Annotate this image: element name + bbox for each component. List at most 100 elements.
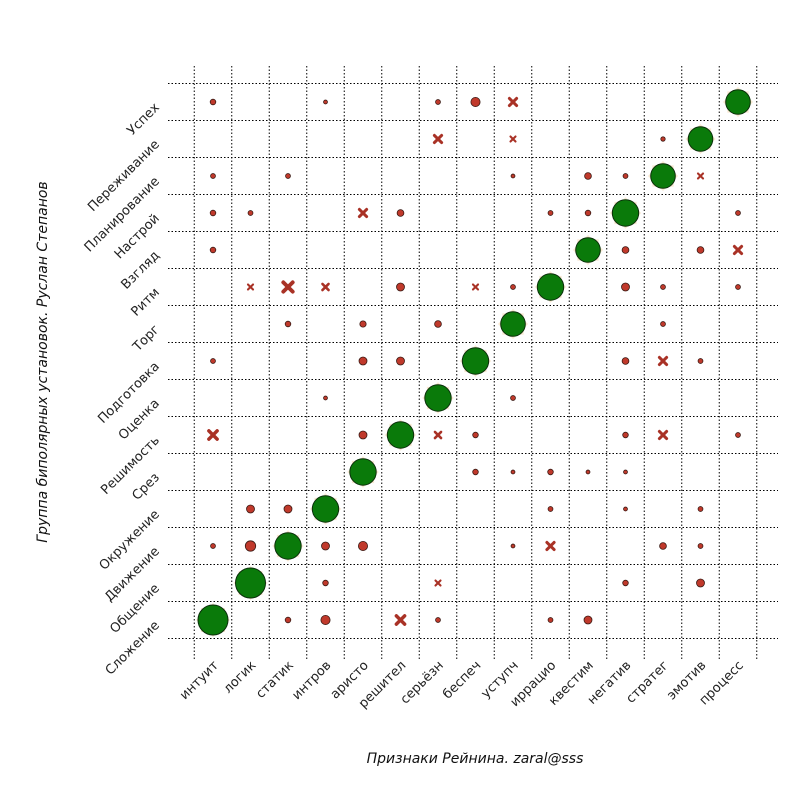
diagonal-point bbox=[461, 347, 490, 375]
data-point bbox=[209, 246, 217, 254]
cross-point bbox=[246, 283, 255, 291]
diagonal-point bbox=[235, 567, 266, 599]
data-point bbox=[435, 617, 441, 623]
data-point bbox=[358, 356, 368, 366]
data-point bbox=[622, 579, 629, 587]
data-point bbox=[547, 210, 554, 216]
cross-point bbox=[471, 283, 480, 291]
x-tick-label: интров bbox=[290, 658, 335, 703]
data-point bbox=[622, 431, 629, 439]
cross-point bbox=[545, 540, 556, 552]
y-tick-label: Ритм bbox=[128, 285, 162, 319]
data-point bbox=[623, 469, 628, 475]
data-point bbox=[244, 540, 257, 552]
x-axis-title: Признаки Рейнина. zaral@sss bbox=[367, 751, 584, 767]
data-point bbox=[735, 210, 741, 216]
data-point bbox=[697, 506, 704, 512]
data-point bbox=[659, 542, 667, 550]
data-point bbox=[660, 321, 666, 327]
data-point bbox=[359, 320, 367, 328]
cross-point bbox=[657, 355, 669, 367]
data-point bbox=[510, 395, 516, 401]
diagonal-point bbox=[650, 163, 676, 189]
data-point bbox=[209, 98, 217, 106]
diagonal-point bbox=[687, 126, 714, 152]
cross-point bbox=[357, 207, 369, 219]
diagonal-point bbox=[424, 384, 452, 412]
cross-point bbox=[394, 614, 407, 626]
cross-point bbox=[696, 172, 705, 180]
data-point bbox=[696, 578, 705, 588]
data-point bbox=[510, 469, 516, 475]
data-point bbox=[284, 616, 292, 624]
data-point bbox=[396, 209, 405, 217]
cross-point bbox=[321, 282, 330, 292]
data-point bbox=[585, 469, 591, 475]
data-point bbox=[357, 541, 368, 552]
data-point bbox=[583, 615, 593, 625]
data-point bbox=[209, 209, 217, 217]
cross-point bbox=[507, 96, 519, 108]
y-tick-label: Срез bbox=[129, 470, 162, 503]
data-point bbox=[660, 136, 666, 142]
y-axis-title: Группа биполярных установок. Руслан Степ… bbox=[35, 181, 51, 542]
data-point bbox=[396, 356, 405, 366]
diagonal-point bbox=[274, 532, 302, 560]
x-tick-label: статик bbox=[253, 658, 297, 702]
diagonal-point bbox=[349, 458, 377, 486]
data-point bbox=[210, 543, 216, 549]
data-point bbox=[323, 99, 328, 105]
cross-point bbox=[657, 429, 669, 441]
x-tick-label: беспеч bbox=[440, 658, 484, 702]
data-point bbox=[210, 173, 216, 179]
data-point bbox=[621, 246, 630, 254]
data-point bbox=[621, 282, 630, 292]
diagonal-point bbox=[311, 495, 340, 523]
data-point bbox=[285, 173, 291, 179]
data-point bbox=[396, 282, 405, 292]
y-tick-label: Торг bbox=[130, 322, 163, 355]
data-point bbox=[584, 172, 592, 180]
data-point bbox=[735, 432, 741, 438]
data-point bbox=[320, 615, 331, 626]
points bbox=[197, 89, 751, 636]
cross-point bbox=[509, 135, 517, 143]
diagonal-point bbox=[725, 89, 751, 115]
cross-point bbox=[732, 244, 744, 256]
data-point bbox=[697, 358, 704, 364]
cross-point bbox=[207, 429, 219, 441]
diagonal-point bbox=[575, 237, 601, 263]
data-point bbox=[322, 579, 329, 587]
diagonal-point bbox=[386, 421, 415, 449]
diagonal-point bbox=[197, 604, 229, 636]
data-point bbox=[472, 431, 479, 439]
data-point bbox=[247, 210, 254, 216]
x-tick-labels: интуит логикстатикинтроваристорешителсерь… bbox=[177, 658, 747, 712]
data-point bbox=[358, 430, 368, 440]
data-point bbox=[547, 617, 554, 623]
data-point bbox=[210, 358, 216, 364]
cross-point bbox=[281, 280, 295, 294]
data-point bbox=[434, 320, 442, 328]
cross-point bbox=[432, 133, 444, 145]
x-tick-label: интуит bbox=[177, 658, 222, 703]
data-point bbox=[697, 543, 704, 549]
data-point bbox=[622, 173, 629, 179]
data-point bbox=[246, 504, 255, 514]
data-point bbox=[283, 504, 293, 514]
data-point bbox=[660, 284, 666, 290]
data-point bbox=[472, 468, 479, 476]
data-point bbox=[735, 284, 741, 290]
data-point bbox=[547, 468, 554, 476]
diagonal-point bbox=[500, 311, 526, 337]
data-point bbox=[621, 357, 630, 365]
data-point bbox=[623, 506, 628, 512]
diagonal-point bbox=[611, 199, 640, 227]
cross-point bbox=[433, 430, 443, 440]
y-tick-label: Успех bbox=[124, 100, 163, 139]
data-point bbox=[321, 541, 330, 551]
grid bbox=[168, 66, 778, 660]
data-point bbox=[696, 246, 705, 254]
data-point bbox=[470, 97, 481, 108]
